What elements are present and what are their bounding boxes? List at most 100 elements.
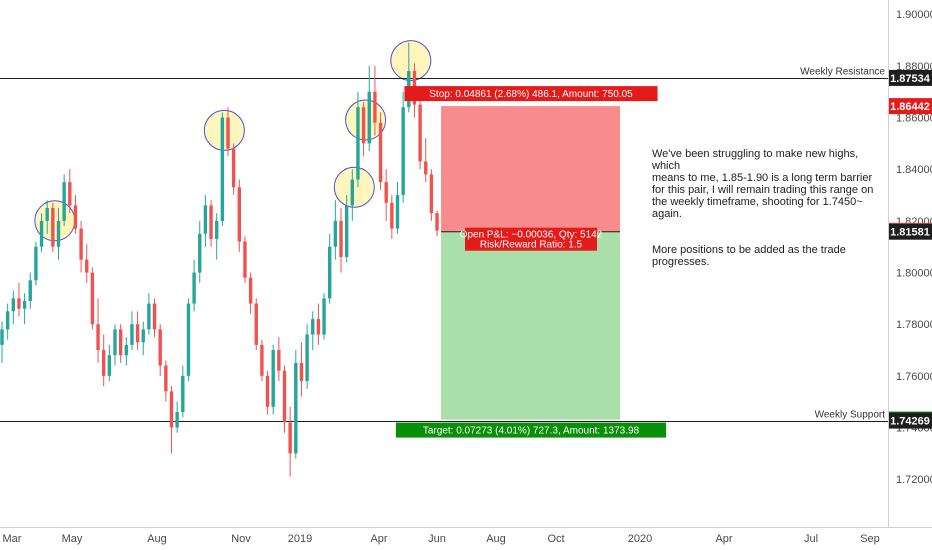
candle-body	[175, 412, 179, 428]
candle-body	[265, 375, 270, 407]
price-tag-bg	[889, 223, 932, 240]
x-tick-label: Nov	[231, 533, 251, 545]
candle	[181, 365, 185, 418]
candle	[305, 324, 309, 389]
candle	[5, 303, 10, 340]
position-zones	[441, 106, 620, 420]
candle	[254, 298, 258, 351]
swing-high-circle	[203, 109, 245, 151]
candle	[62, 174, 66, 227]
candle	[68, 169, 72, 214]
candle	[322, 293, 326, 340]
candle-body	[424, 161, 428, 175]
candle-body	[186, 303, 191, 376]
candle-body	[418, 104, 422, 162]
candle	[107, 344, 112, 382]
y-tick-label: 1.76000	[896, 371, 932, 383]
target-label: Target: 0.07273 (4.01%) 727.3, Amount: 1…	[395, 422, 667, 438]
candle	[215, 213, 219, 260]
candle	[226, 107, 230, 157]
time-axis[interactable]: Mar May Aug Nov 2019 Apr Jun Aug Oct 2020 Apr Jul Se…	[3, 533, 880, 545]
candle	[39, 213, 44, 252]
candle-body	[34, 246, 38, 281]
y-tick-label: 1.88000	[896, 61, 932, 73]
candle-body	[158, 329, 162, 366]
candle	[113, 324, 117, 366]
candle	[203, 195, 208, 247]
candle	[90, 267, 95, 330]
candle-body	[209, 205, 213, 239]
candle-body	[390, 202, 394, 229]
candle-body	[85, 259, 89, 273]
candle-body	[271, 350, 275, 407]
candle	[118, 324, 123, 363]
candle	[17, 282, 21, 317]
price-tag: 1.74269	[889, 412, 932, 429]
candle	[51, 202, 55, 252]
y-tick-label: 1.80000	[896, 268, 932, 280]
candle	[79, 220, 83, 273]
candle-body	[401, 107, 405, 196]
level-label: Weekly Support	[815, 410, 886, 421]
candle-body	[73, 205, 78, 229]
candle	[356, 91, 360, 188]
candle	[373, 65, 377, 136]
candle-body	[282, 370, 287, 423]
candle	[277, 337, 281, 382]
candle-body	[277, 350, 281, 371]
candle	[333, 200, 338, 260]
x-tick-label: 2020	[628, 533, 652, 545]
candle-body	[0, 329, 4, 345]
candle-body	[378, 122, 383, 183]
x-tick-label: Sep	[860, 533, 880, 545]
price-tags: 1.875341.864421.816171.815811.743081.742…	[889, 69, 932, 429]
candle	[350, 169, 354, 221]
candle	[361, 102, 366, 157]
candle	[243, 236, 247, 283]
x-tick-label: Mar	[3, 533, 22, 545]
stop-label: Stop: 0.04861 (2.68%) 486.1, Amount: 750…	[404, 86, 658, 102]
candle-body	[248, 277, 253, 304]
candle-body	[333, 220, 338, 247]
candle-body	[384, 182, 388, 203]
candle-body	[328, 246, 332, 299]
candle-body	[135, 324, 140, 343]
candle-body	[130, 324, 134, 345]
candle	[311, 311, 315, 351]
candle	[28, 272, 32, 309]
candle-body	[107, 355, 112, 376]
candle-body	[39, 220, 44, 247]
candle-body	[198, 233, 202, 273]
candle	[294, 350, 298, 459]
candle	[418, 96, 422, 170]
price-tag: 1.81581	[889, 223, 932, 240]
candle-body	[68, 182, 72, 206]
y-tick-label: 1.84000	[896, 164, 932, 176]
candle	[73, 195, 78, 234]
x-tick-label: Oct	[547, 533, 564, 545]
price-tag: 1.86442	[889, 98, 932, 115]
candle	[395, 182, 400, 234]
candle	[328, 233, 332, 304]
price-axis[interactable]: 1.900001.880001.860001.840001.820001.800…	[896, 9, 932, 486]
candle	[96, 298, 100, 363]
candle	[237, 179, 241, 252]
candle-body	[17, 298, 21, 309]
candle	[45, 200, 49, 234]
candle	[299, 342, 304, 397]
candle-body	[124, 344, 128, 356]
level-lines: Weekly Resistance Weekly Support	[0, 67, 888, 422]
price-tag-bg	[889, 69, 932, 86]
candle-body	[113, 329, 117, 356]
candle	[288, 406, 292, 477]
candle	[85, 244, 89, 283]
candle-body	[152, 303, 157, 330]
candle-body	[45, 207, 49, 221]
candle	[130, 311, 134, 351]
candle-body	[96, 324, 100, 351]
swing-high-circle	[390, 40, 432, 82]
y-tick-label: 1.90000	[896, 9, 932, 21]
x-tick-label: Apr	[715, 533, 732, 545]
candle-body	[435, 213, 439, 231]
